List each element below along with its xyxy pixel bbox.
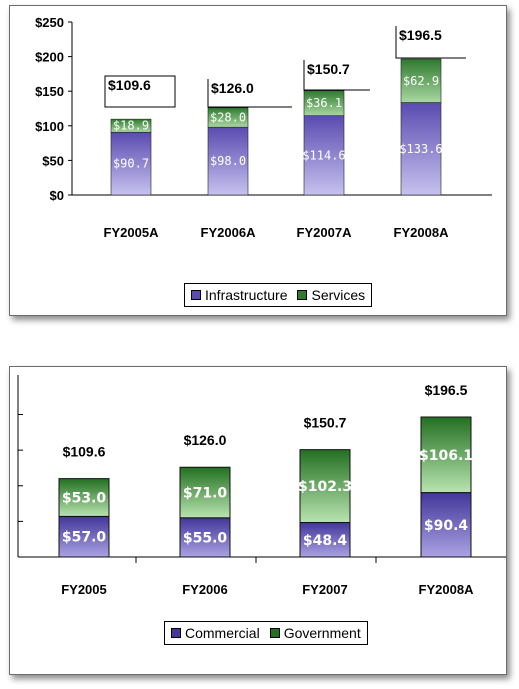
total-label-fy2007: $150.7	[304, 415, 347, 431]
data-label-services-fy2008a: $62.9	[403, 74, 439, 88]
bar-services-fy2005a	[110, 118, 152, 133]
commercial-swatch	[171, 628, 181, 638]
total-callout-bracket	[395, 26, 466, 59]
x-category-fy2005: FY2005	[61, 582, 107, 597]
x-category-fy2007: FY2007	[302, 582, 348, 597]
bar-commercial-fy2005	[58, 515, 110, 558]
data-label-government-fy2005: $53.0	[62, 491, 107, 507]
data-label-services-fy2005a: $18.9	[113, 119, 149, 133]
legend-item-commercial: Commercial	[171, 625, 260, 641]
data-label-government-fy2006: $71.0	[183, 486, 228, 502]
y-tick-label--100: $100	[35, 119, 64, 134]
total-label-fy2006: $126.0	[184, 432, 227, 448]
government-swatch	[269, 628, 280, 638]
x-category-fy2006: FY2006	[182, 582, 228, 597]
top-chart-legend: Infrastructure Services	[184, 283, 373, 307]
total-callout-bracket	[303, 60, 370, 91]
bar-commercial-fy2007	[299, 522, 351, 558]
data-label-infrastructure-fy2006a: $98.0	[210, 154, 246, 168]
total-label-fy2005: $109.6	[63, 444, 106, 460]
data-label-services-fy2007a: $36.1	[306, 96, 342, 110]
bar-services-fy2006a	[207, 107, 249, 128]
data-label-government-fy2007: $102.3	[298, 479, 352, 495]
bottom-chart-legend: Commercial Government	[164, 621, 368, 645]
y-tick-label--250: $250	[35, 15, 64, 30]
total-label-fy2008a: $196.5	[425, 382, 468, 398]
bottom-chart-panel: $57.0 $53.0 $109.6 FY2005 $55.0 $71.0 $126.0 FY…	[9, 366, 507, 675]
bar-infrastructure-fy2006a	[207, 126, 249, 196]
bar-government-fy2007	[299, 449, 351, 524]
services-swatch	[297, 290, 308, 300]
data-label-infrastructure-fy2008a: $133.6	[399, 142, 442, 156]
legend-label-government: Government	[283, 625, 361, 641]
legend-label-commercial: Commercial	[185, 625, 260, 641]
top-stacked-bar-chart: $250 $200 $150 $100 $50 $0 $90.7 $18.9 FY2005A $1…	[35, 15, 492, 240]
legend-item-government: Government	[269, 625, 361, 641]
infrastructure-swatch	[191, 290, 201, 300]
top-chart-panel: $250 $200 $150 $100 $50 $0 $90.7 $18.9 FY2005A $1…	[9, 5, 507, 316]
bar-government-fy2005	[58, 478, 110, 517]
total-callout-box	[104, 75, 176, 108]
data-label-commercial-fy2006: $55.0	[183, 530, 228, 546]
legend-item-services: Services	[297, 287, 365, 303]
y-tick-label--50: $50	[42, 153, 64, 168]
data-label-infrastructure-fy2005a: $90.7	[113, 157, 149, 171]
data-label-infrastructure-fy2007a: $114.6	[302, 148, 345, 162]
x-category-fy2008a: FY2008A	[394, 225, 450, 240]
data-label-government-fy2008a: $106.1	[419, 448, 473, 464]
data-label-commercial-fy2007: $48.4	[303, 533, 348, 549]
bottom-stacked-bar-chart: $57.0 $53.0 $109.6 FY2005 $55.0 $71.0 $126.0 FY…	[17, 375, 506, 597]
x-category-fy2008a: FY2008A	[419, 582, 475, 597]
bar-infrastructure-fy2005a	[110, 131, 152, 196]
total-label-fy2005a: $109.6	[108, 77, 151, 93]
bar-services-fy2007a	[303, 90, 345, 116]
bar-government-fy2008a	[420, 416, 472, 494]
total-label-fy2007a: $150.7	[307, 61, 350, 77]
x-category-fy2006a: FY2006A	[201, 225, 257, 240]
y-tick-label--150: $150	[35, 84, 64, 99]
data-label-commercial-fy2008a: $90.4	[424, 518, 469, 534]
total-label-fy2006a: $126.0	[211, 80, 254, 96]
legend-item-infrastructure: Infrastructure	[191, 287, 287, 303]
y-tick-label--200: $200	[35, 50, 64, 65]
y-tick-label--0: $0	[50, 188, 64, 203]
bar-services-fy2008a	[400, 58, 442, 103]
total-callout-bracket	[207, 79, 292, 108]
x-category-fy2007a: FY2007A	[297, 225, 353, 240]
legend-label-services: Services	[311, 287, 366, 303]
data-label-services-fy2006a: $28.0	[210, 110, 246, 124]
data-label-commercial-fy2005: $57.0	[62, 530, 107, 546]
legend-label-infrastructure: Infrastructure	[205, 287, 288, 303]
bar-government-fy2006	[179, 466, 231, 519]
x-category-fy2005a: FY2005A	[104, 225, 160, 240]
total-label-fy2008a: $196.5	[399, 27, 442, 43]
bar-infrastructure-fy2008a	[400, 102, 442, 196]
